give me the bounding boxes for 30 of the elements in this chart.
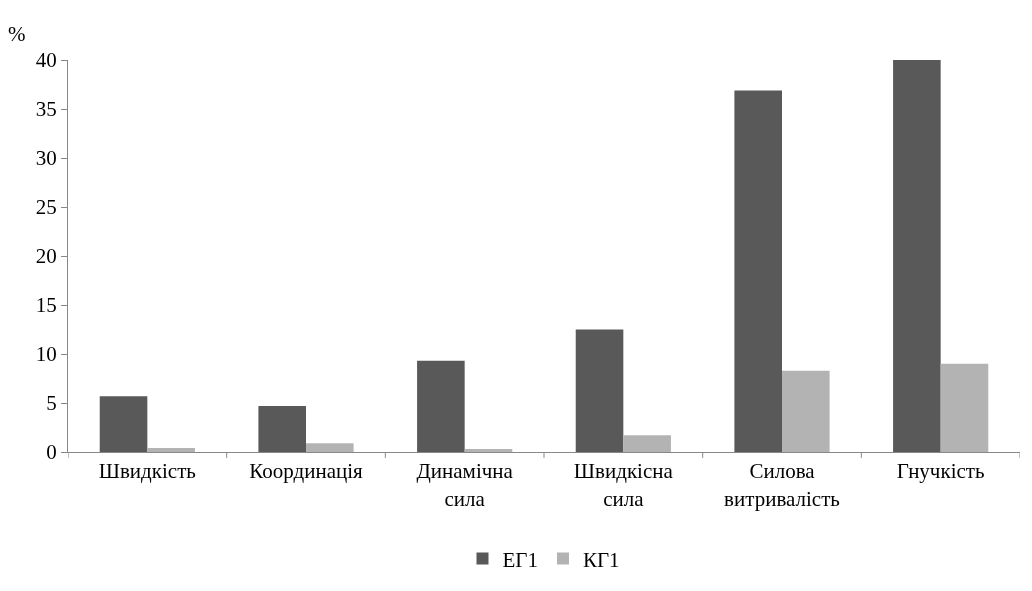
y-axis-title: %: [8, 22, 26, 46]
bar: [940, 363, 989, 452]
x-tick-label: Гнучкість: [896, 459, 985, 484]
y-tick-label: 35: [35, 97, 57, 122]
legend-label: ЕГ1: [502, 547, 538, 572]
x-tick-label: Силова витривалість: [724, 459, 840, 511]
y-tick-label: 25: [35, 195, 57, 220]
x-tick-label: Динамічна сила: [416, 459, 514, 511]
y-tick-label: 10: [35, 342, 57, 367]
y-tick-label: 5: [46, 391, 57, 416]
bar: [893, 60, 941, 452]
y-tick-label: 20: [35, 244, 57, 269]
bar: [417, 360, 465, 452]
x-tick-label: Швидкісна сила: [573, 459, 674, 511]
y-tick-label: 30: [35, 146, 57, 171]
x-tick-label: Координація: [249, 459, 364, 484]
x-tick-label: Швидкість: [98, 459, 196, 484]
y-tick-label: 15: [35, 293, 57, 318]
bar: [464, 449, 513, 452]
bar: [782, 370, 830, 452]
bar: [258, 405, 306, 452]
bar: [575, 329, 624, 452]
legend-label: КГ1: [582, 547, 620, 572]
y-tick-label: 40: [35, 48, 57, 73]
bar: [623, 435, 671, 452]
bar: [734, 90, 782, 452]
bar: [147, 448, 195, 452]
y-tick-label: 0: [46, 440, 57, 465]
bar: [99, 396, 148, 452]
bar: [306, 443, 354, 452]
